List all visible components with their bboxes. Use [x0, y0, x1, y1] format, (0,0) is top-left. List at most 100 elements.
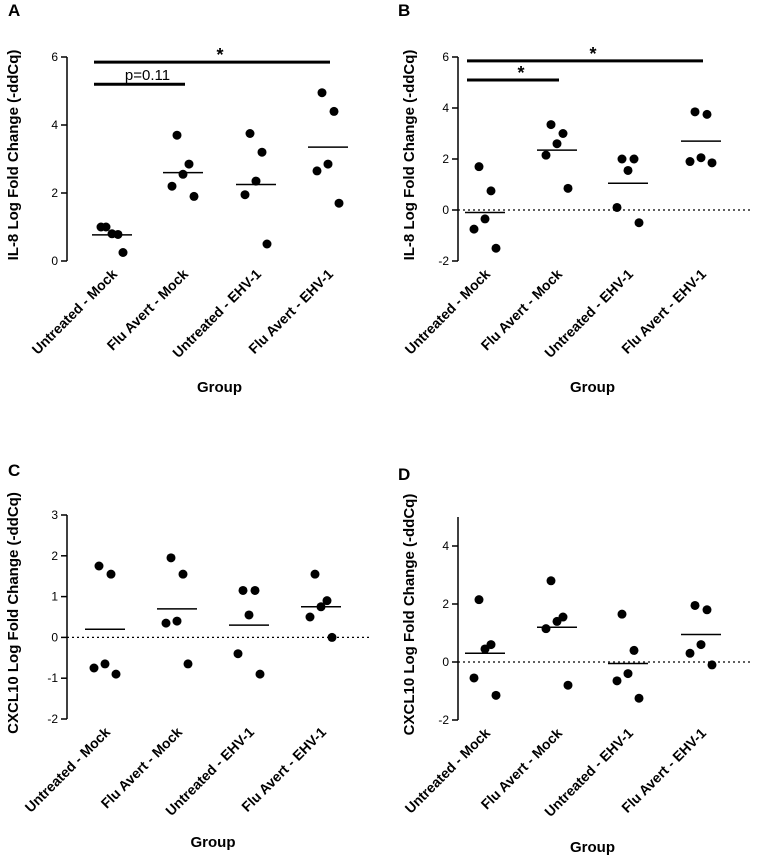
panel-d-data-point	[491, 690, 501, 700]
panel-c-y-tick-label: 1	[51, 590, 58, 604]
panel-b-y-axis-title: IL-8 Log Fold Change (-ddCq)	[401, 50, 418, 261]
panel-b-data-point	[617, 154, 627, 164]
panel-a-y-axis-title: IL-8 Log Fold Change (-ddCq)	[5, 50, 22, 261]
panel-a-x-axis-title: Group	[197, 379, 242, 396]
panel-a-data-point	[334, 198, 344, 208]
panel-a-data-point	[189, 191, 199, 201]
panel-d-data-point	[546, 576, 556, 586]
panel-a-data-point	[312, 166, 322, 176]
panel-a-data-point	[118, 248, 128, 257]
panel-b-data-point	[707, 158, 717, 168]
panel-b-data-point	[612, 202, 622, 212]
panel-a-y-tick-label: 2	[51, 186, 58, 200]
panel-a-data-point	[262, 239, 272, 249]
panel-d-data-point	[690, 600, 700, 610]
panel-d-data-point	[612, 676, 622, 686]
panel-c-data-point	[106, 569, 116, 579]
panel-a-data-point	[178, 169, 188, 179]
panel-c-data-point	[305, 612, 315, 622]
panel-a-data-point	[257, 147, 267, 157]
panel-b-data-point	[690, 107, 700, 117]
panel-c-data-point	[255, 669, 265, 679]
panel-d-data-point	[469, 673, 479, 683]
panel-d-data-point	[685, 648, 695, 658]
panel-d-data-point	[634, 693, 644, 703]
panel-a-y-tick-label: 4	[51, 118, 58, 132]
panel-a-data-point	[251, 176, 261, 186]
panel-c-data-point	[244, 610, 254, 620]
panel-c-data-point	[250, 585, 260, 595]
panel-c-y-tick-label: 2	[51, 549, 58, 563]
panel-d-data-point	[629, 645, 639, 655]
panel-c-data-point	[111, 669, 121, 679]
panel-c-y-tick-label: -1	[47, 671, 58, 685]
panel-b-y-tick-label: 6	[442, 50, 449, 64]
panel-d-y-axis-title: CXCL10 Log Fold Change (-ddCq)	[401, 494, 418, 736]
panel-c-data-point	[183, 659, 193, 669]
panel-a-data-point	[96, 222, 106, 232]
panel-d-y-tick-label: 2	[442, 597, 449, 611]
panel-c-y-axis-title: CXCL10 Log Fold Change (-ddCq)	[5, 492, 22, 734]
panel-b-y-tick-label: -2	[438, 254, 449, 268]
panel-c-data-point	[322, 596, 332, 606]
panel-a-data-point	[107, 229, 117, 239]
panel-b-data-point	[696, 153, 706, 163]
panel-d-data-point	[702, 605, 712, 615]
panel-b-data-point	[558, 129, 568, 138]
panel-b-data-point	[702, 109, 712, 119]
panel-c-y-tick-label: 0	[51, 630, 58, 644]
panel-a-data-point	[184, 159, 194, 169]
panel-a-data-point	[329, 106, 339, 116]
panel-b-data-point	[491, 243, 501, 253]
panel-c-data-point	[89, 663, 99, 673]
panel-a-data-point	[240, 190, 250, 200]
panel-b-data-point	[474, 162, 484, 172]
panel-d-data-point	[541, 624, 551, 634]
panel-b-data-point	[629, 154, 639, 164]
panel-b-data-point	[469, 224, 479, 234]
panel-d-data-point	[696, 640, 706, 650]
panel-d-data-point	[623, 669, 633, 679]
panel-a-data-point	[323, 159, 333, 169]
panel-c-data-point	[310, 569, 320, 579]
panel-c-data-point	[233, 649, 243, 659]
panel-b-data-point	[486, 186, 496, 196]
panel-a-y-tick-label: 0	[51, 254, 58, 268]
panel-b-data-point	[541, 150, 551, 160]
panel-c-data-point	[161, 618, 171, 628]
panel-c-x-axis-title: Group	[191, 834, 236, 851]
panel-d-data-point	[552, 616, 562, 626]
panel-a-data-point	[317, 88, 327, 98]
panel-d-y-tick-label: 0	[442, 655, 449, 669]
panel-d-data-point	[707, 660, 717, 670]
panel-a-y-tick-label: 6	[51, 50, 58, 64]
panel-c-data-point	[100, 659, 110, 669]
panel-c-data-point	[238, 585, 248, 595]
panel-b-data-point	[552, 139, 562, 149]
panel-a-letter: A	[8, 1, 20, 20]
panel-d-data-point	[480, 644, 490, 654]
panel-c-y-tick-label: 3	[51, 508, 58, 522]
panel-b-significance-label: *	[517, 63, 524, 83]
panel-b-y-tick-label: 0	[442, 203, 449, 217]
panel-b-data-point	[480, 214, 490, 224]
panel-d-letter: D	[398, 465, 410, 484]
panel-b-data-point	[634, 218, 644, 228]
panel-c-data-point	[178, 569, 188, 579]
panel-c-data-point	[94, 561, 104, 571]
panel-d-data-point	[563, 680, 573, 690]
panel-d-x-axis-title: Group	[570, 839, 615, 856]
panel-c-letter: C	[8, 461, 20, 480]
panel-b-x-axis-title: Group	[570, 379, 615, 396]
panel-d-y-tick-label: 4	[442, 539, 449, 553]
panel-d-data-point	[617, 609, 627, 619]
panel-b-data-point	[563, 183, 573, 193]
panel-a-significance-label: p=0.11	[125, 67, 170, 84]
panel-c-data-point	[172, 616, 182, 626]
panel-b-y-tick-label: 2	[442, 152, 449, 166]
panel-c-y-tick-label: -2	[47, 712, 58, 726]
panel-a-significance-label: *	[216, 45, 223, 65]
panel-d-y-tick-label: -2	[438, 713, 449, 727]
